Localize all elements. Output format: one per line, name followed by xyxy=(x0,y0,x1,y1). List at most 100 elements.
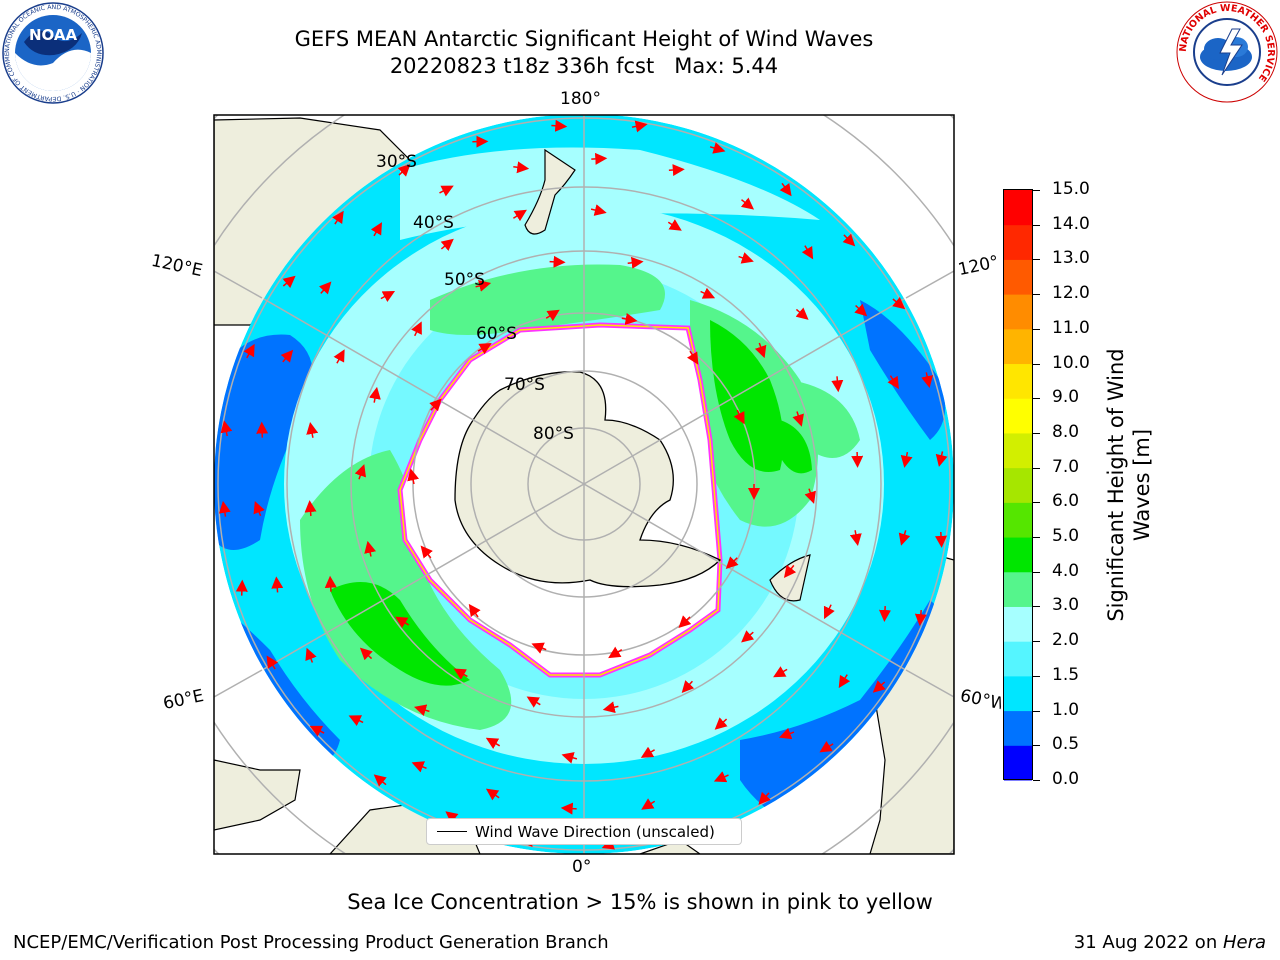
colorbar-segment xyxy=(1004,224,1032,260)
lat-label-40: 40°S xyxy=(413,213,454,233)
wind-arrow xyxy=(709,142,726,154)
wind-arrow xyxy=(741,630,755,643)
colorbar-tick-label: 15.0 xyxy=(1052,179,1090,199)
wind-arrow xyxy=(795,307,809,320)
colorbar-segment xyxy=(1004,745,1032,781)
wind-arrow xyxy=(429,398,442,412)
wind-arrow xyxy=(668,164,685,177)
wind-arrow xyxy=(898,530,911,546)
wind-arrow xyxy=(545,309,560,322)
lon-label-0: 0° xyxy=(572,857,592,877)
colorbar-segment xyxy=(1004,294,1032,330)
wind-arrow xyxy=(364,540,376,557)
wind-arrow xyxy=(256,421,269,438)
wind-arrow xyxy=(621,313,638,325)
colorbar-segment xyxy=(1004,259,1032,295)
lat-label-50: 50°S xyxy=(444,270,485,290)
wind-arrow xyxy=(738,252,754,264)
colorbar-segment xyxy=(1004,606,1032,642)
colorbar-segment xyxy=(1004,363,1032,399)
colorbar-title: Significant Height of Wind Waves [m] xyxy=(1104,348,1154,622)
wind-arrow xyxy=(395,616,410,629)
colorbar-tickmark xyxy=(1033,190,1040,191)
wind-arrow xyxy=(370,222,383,237)
wind-arrow xyxy=(778,727,795,740)
wind-arrow xyxy=(305,647,317,663)
colorbar-tick-label: 0.5 xyxy=(1052,734,1080,755)
wind-arrow xyxy=(235,579,248,596)
colorbar-tick-label: 12.0 xyxy=(1052,283,1090,304)
wind-arrow xyxy=(266,655,279,670)
wind-arrow xyxy=(513,209,527,222)
wind-arrow xyxy=(453,668,468,680)
colorbar xyxy=(1003,189,1033,781)
wind-arrow xyxy=(439,185,454,197)
wind-arrow xyxy=(420,545,433,559)
colorbar-segment xyxy=(1004,571,1032,607)
wind-arrow xyxy=(713,771,729,783)
colorbar-tickmark xyxy=(1033,641,1040,643)
colorbar-segment xyxy=(1004,398,1032,434)
wave-field-peak xyxy=(330,320,812,686)
wind-arrow xyxy=(324,575,337,592)
colorbar-tickmark xyxy=(1033,502,1040,504)
wind-arrow xyxy=(667,219,682,231)
wind-arrow xyxy=(740,197,755,210)
wind-arrow xyxy=(477,342,492,355)
colorbar-tick-label: 9.0 xyxy=(1052,387,1080,408)
lat-label-60: 60°S xyxy=(476,324,517,344)
sea-ice-note: Sea Ice Concentration > 15% is shown in … xyxy=(347,890,933,914)
wind-arrow xyxy=(280,349,294,363)
colorbar-tick-label: 7.0 xyxy=(1052,456,1080,477)
wind-arrow xyxy=(304,500,317,517)
wind-arrow xyxy=(468,603,481,618)
colorbar-tick-label: 6.0 xyxy=(1052,491,1080,512)
lat-label-70: 70°S xyxy=(504,375,545,395)
wind-arrow xyxy=(485,737,501,749)
wind-arrow xyxy=(590,204,607,216)
wind-arrow xyxy=(842,233,856,247)
colorbar-tick-label: 10.0 xyxy=(1052,352,1090,373)
wind-arrow xyxy=(549,255,566,268)
wind-arrow xyxy=(831,376,844,393)
wind-arrow xyxy=(369,386,381,403)
wind-arrow xyxy=(309,725,325,737)
colorbar-segment xyxy=(1004,467,1032,503)
colorbar-segment xyxy=(1004,328,1032,365)
wind-arrow xyxy=(531,642,547,654)
colorbar-tick-label: 11.0 xyxy=(1052,317,1090,338)
wind-arrow xyxy=(935,531,948,548)
colorbar-segment xyxy=(1004,710,1032,746)
wind-arrow xyxy=(819,740,834,753)
wind-arrow xyxy=(801,245,814,260)
wind-arrow xyxy=(560,802,577,815)
noaa-logo: NOAA NATIONAL OCEANIC AND ATMOSPHERIC AD… xyxy=(2,2,104,104)
wind-arrow xyxy=(681,680,695,694)
map-frame xyxy=(213,114,955,855)
new-zealand xyxy=(524,148,576,235)
wind-arrow xyxy=(253,501,265,517)
wind-arrow xyxy=(380,290,396,302)
date-prefix: 31 Aug 2022 on xyxy=(1073,932,1223,953)
colorbar-tick-label: 8.0 xyxy=(1052,421,1080,442)
wind-arrow xyxy=(407,468,419,485)
wind-arrow xyxy=(608,646,623,659)
colorbar-tick-label: 13.0 xyxy=(1052,248,1090,269)
wind-arrow xyxy=(318,281,332,295)
nws-logo: NATIONAL WEATHER SERVICE xyxy=(1176,1,1278,103)
lat-label-30: 30°S xyxy=(376,152,417,172)
wind-arrow xyxy=(475,280,492,292)
wind-arrow xyxy=(754,342,767,359)
colorbar-tickmark xyxy=(1033,710,1040,712)
wind-arrow xyxy=(892,296,906,310)
wind-arrow xyxy=(823,604,835,620)
wind-arrow xyxy=(792,411,804,427)
wind-arrow xyxy=(914,610,927,627)
colorbar-tickmark xyxy=(1033,606,1040,608)
wind-arrow xyxy=(725,556,739,569)
credit-text: NCEP/EMC/Verification Post Processing Pr… xyxy=(13,932,609,953)
map-legend: Wind Wave Direction (unscaled) xyxy=(426,818,742,845)
colorbar-tickmark xyxy=(1033,294,1040,296)
longitude-lines xyxy=(214,115,954,854)
wind-arrow xyxy=(854,303,868,317)
